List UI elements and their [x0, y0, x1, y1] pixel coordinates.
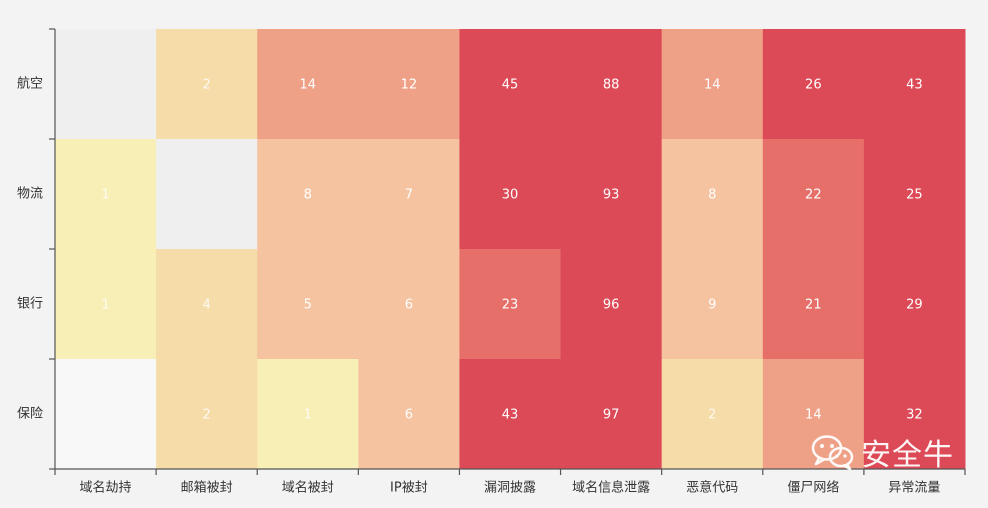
cell-value-label: 14 — [704, 78, 721, 93]
heatmap-cell — [560, 139, 663, 250]
cell-value-label: 14 — [300, 78, 317, 93]
heatmap-cell — [863, 139, 966, 250]
cell-value-label: 97 — [603, 408, 620, 423]
cell-value-label: 1 — [304, 408, 312, 423]
heatmap-cell — [257, 139, 359, 250]
y-tick-label: 银行 — [17, 297, 43, 312]
cell-value-label: 25 — [906, 188, 923, 203]
cell-value-label: 2 — [203, 408, 211, 423]
x-tick-label: 僵尸网络 — [787, 480, 839, 496]
heatmap-cell — [358, 249, 460, 360]
heatmap-cell — [55, 359, 157, 470]
heatmap-cell — [459, 139, 562, 250]
heatmap-cell — [762, 139, 865, 250]
heatmap-cell — [560, 249, 663, 360]
cell-value-label: 9 — [708, 298, 716, 313]
cell-value-label: 2 — [203, 78, 211, 93]
cell-value-label: 22 — [805, 188, 822, 203]
cell-value-label: 23 — [502, 298, 519, 313]
cell-value-label: 8 — [304, 188, 312, 203]
x-tick-label: IP被封 — [390, 481, 428, 496]
heatmap-cell — [661, 249, 764, 360]
heatmap-cell — [55, 249, 157, 360]
heatmap-cell — [863, 359, 966, 470]
x-tick-label: 域名劫持 — [80, 480, 132, 496]
wechat-icon — [811, 435, 854, 471]
cell-value-label: 43 — [906, 78, 923, 93]
heatmap-cell — [661, 29, 764, 140]
heatmap-cell — [762, 29, 865, 140]
cell-value-label: 1 — [101, 298, 109, 313]
heatmap-value-labels: 2 14 12 45 88 14 26 431 8 7 30 93 8 22 251 4 5 6 23 96 9 21 29… — [101, 78, 922, 423]
cell-value-label: 2 — [708, 408, 716, 423]
cell-value-label: 93 — [603, 188, 620, 203]
heatmap-cell — [156, 29, 258, 140]
y-tick-label: 物流 — [17, 187, 43, 202]
cell-value-label: 7 — [405, 188, 413, 203]
heatmap-cell — [560, 359, 663, 470]
cell-value-label: 30 — [502, 188, 519, 203]
x-tick-label: 恶意代码 — [686, 480, 738, 496]
heatmap-cell — [55, 29, 157, 140]
watermark: 安全牛 — [811, 430, 954, 474]
heatmap-cell — [661, 359, 764, 470]
heatmap-cell — [459, 29, 562, 140]
heatmap-cell — [863, 29, 966, 140]
cell-value-label: 26 — [805, 78, 822, 93]
heatmap-cell — [156, 249, 258, 360]
heatmap-cell — [459, 249, 562, 360]
cell-value-label: 6 — [405, 408, 413, 423]
cell-value-label: 5 — [304, 298, 312, 313]
cell-value-label: 29 — [906, 298, 923, 313]
x-tick-label: 异常流量 — [888, 481, 940, 496]
y-tick-label: 保险 — [17, 407, 43, 422]
cell-value-label: 43 — [502, 408, 519, 423]
cell-value-label: 6 — [405, 298, 413, 313]
x-tick-label: 邮箱被封 — [181, 480, 233, 496]
heatmap-cell — [156, 359, 258, 470]
cell-value-label: 4 — [203, 298, 211, 313]
cell-value-label: 14 — [805, 408, 822, 423]
heatmap-cell — [358, 139, 460, 250]
heatmap-cells — [55, 29, 966, 470]
heatmap-cell — [156, 139, 258, 250]
heatmap-cell — [661, 139, 764, 250]
cell-value-label: 8 — [708, 188, 716, 203]
cell-value-label: 1 — [101, 188, 109, 203]
heatmap-cell — [55, 139, 157, 250]
heatmap-cell — [560, 29, 663, 140]
x-tick-label: 漏洞披露 — [484, 480, 536, 496]
heatmap-cell — [762, 249, 865, 360]
heatmap-cell — [459, 359, 562, 470]
cell-value-label: 88 — [603, 78, 620, 93]
cell-value-label: 12 — [401, 78, 418, 93]
watermark-text: 安全牛 — [861, 438, 954, 473]
cell-value-label: 96 — [603, 298, 620, 313]
cell-value-label: 21 — [805, 298, 822, 313]
x-tick-label: 域名被封 — [282, 480, 334, 496]
heatmap-cell — [257, 29, 359, 140]
x-tick-label: 域名信息泄露 — [572, 480, 650, 496]
heatmap-cell — [257, 359, 359, 470]
cell-value-label: 32 — [906, 408, 923, 423]
cell-value-label: 45 — [502, 78, 519, 93]
heatmap-cell — [257, 249, 359, 360]
heatmap-cell — [358, 29, 460, 140]
heatmap-cell — [358, 359, 460, 470]
heatmap-cell — [863, 249, 966, 360]
y-tick-label: 航空 — [17, 76, 43, 92]
